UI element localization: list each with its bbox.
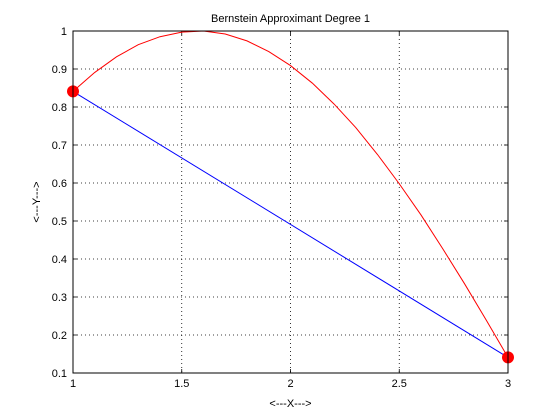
- chart-title: Bernstein Approximant Degree 1: [211, 13, 370, 25]
- y-tick-label: 0.7: [52, 140, 67, 152]
- y-tick-label: 1: [61, 26, 67, 38]
- x-tick-label: 1.5: [174, 378, 189, 390]
- y-tick-label: 0.2: [52, 330, 67, 342]
- y-tick-label: 0.1: [52, 368, 67, 380]
- x-tick-label: 2.5: [392, 378, 407, 390]
- y-tick-label: 0.6: [52, 178, 67, 190]
- y-tick-label: 0.4: [52, 254, 67, 266]
- plot-area: [73, 31, 508, 373]
- y-tick-label: 0.3: [52, 292, 67, 304]
- axes-box: [72, 30, 509, 374]
- y-axis-label: <---Y--->: [31, 181, 43, 222]
- x-tick-label: 2: [287, 378, 293, 390]
- function-curve: [72, 30, 509, 358]
- x-axis-label: <---X--->: [269, 398, 311, 410]
- y-tick-label: 0.9: [52, 64, 67, 76]
- y-tick-label: 0.5: [52, 216, 67, 228]
- x-tick-label: 1: [70, 378, 76, 390]
- y-tick-label: 0.8: [52, 102, 67, 114]
- x-tick-label: 3: [505, 378, 511, 390]
- bernstein-approximant-line: [72, 90, 509, 358]
